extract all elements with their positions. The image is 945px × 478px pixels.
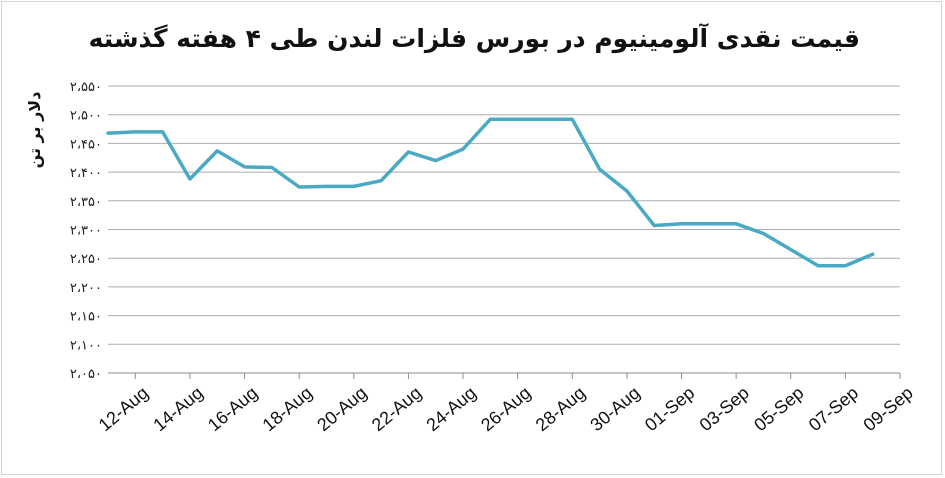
x-tick-label: 30-Aug bbox=[586, 383, 643, 436]
data-point bbox=[761, 232, 765, 236]
data-point bbox=[188, 177, 192, 181]
data-point bbox=[871, 252, 875, 256]
data-point bbox=[106, 131, 110, 135]
y-tick-label: ۲،۳۵۰ bbox=[70, 195, 102, 210]
x-tick-label: 03-Sep bbox=[696, 383, 753, 436]
x-tick-label: 28-Aug bbox=[532, 383, 589, 436]
data-point bbox=[270, 166, 274, 170]
y-tick-label: ۲،۲۰۰ bbox=[70, 281, 102, 296]
data-point bbox=[816, 264, 820, 268]
data-point bbox=[516, 117, 520, 121]
data-point bbox=[406, 150, 410, 154]
y-tick-label: ۲،۵۰۰ bbox=[70, 109, 102, 124]
x-tick-label: 09-Sep bbox=[859, 383, 916, 436]
data-point bbox=[625, 189, 629, 193]
y-tick-label: ۲،۵۵۰ bbox=[70, 80, 102, 95]
data-point bbox=[680, 222, 684, 226]
y-tick-label: ۲،۲۵۰ bbox=[70, 252, 102, 267]
data-point bbox=[379, 179, 383, 183]
data-point bbox=[434, 159, 438, 163]
data-point bbox=[570, 117, 574, 121]
data-point bbox=[461, 147, 465, 151]
data-point bbox=[789, 248, 793, 252]
data-point bbox=[598, 167, 602, 171]
data-point bbox=[652, 223, 656, 227]
x-tick-label: 05-Sep bbox=[750, 383, 807, 436]
x-tick-label: 22-Aug bbox=[368, 383, 425, 436]
y-tick-label: ۲،۴۵۰ bbox=[70, 137, 102, 152]
x-tick-label: 18-Aug bbox=[259, 383, 316, 436]
data-point bbox=[488, 117, 492, 121]
y-tick-label: ۲،۳۰۰ bbox=[70, 224, 102, 239]
series-line bbox=[106, 117, 875, 268]
x-axis-ticks: 12-Aug14-Aug16-Aug18-Aug20-Aug22-Aug24-A… bbox=[95, 373, 917, 435]
chart-title: قیمت نقدی آلومینیوم در بورس فلزات لندن ط… bbox=[88, 24, 860, 53]
x-tick-label: 24-Aug bbox=[423, 383, 480, 436]
data-point bbox=[215, 149, 219, 153]
x-tick-label: 14-Aug bbox=[149, 383, 206, 436]
data-point bbox=[352, 184, 356, 188]
data-point bbox=[543, 117, 547, 121]
y-tick-label: ۲،۰۵۰ bbox=[70, 367, 102, 382]
x-tick-label: 07-Sep bbox=[805, 383, 862, 436]
grid-lines bbox=[108, 85, 900, 345]
data-point bbox=[843, 264, 847, 268]
x-tick-label: 01-Sep bbox=[641, 383, 698, 436]
data-point bbox=[297, 185, 301, 189]
x-tick-label: 16-Aug bbox=[204, 383, 261, 436]
data-point bbox=[734, 222, 738, 226]
data-points bbox=[106, 117, 875, 268]
data-point bbox=[324, 184, 328, 188]
y-tick-label: ۲،۱۵۰ bbox=[70, 310, 102, 325]
x-tick-label: 20-Aug bbox=[313, 383, 370, 436]
data-point bbox=[707, 222, 711, 226]
y-tick-label: ۲،۴۰۰ bbox=[70, 166, 102, 181]
x-tick-label: 26-Aug bbox=[477, 383, 534, 436]
y-axis-ticks: ۲،۰۵۰ ۲،۱۰۰ ۲،۱۵۰ ۲،۲۰۰ ۲،۲۵۰ ۲،۳۰۰ ۲،۳۵۰ ۲،۴۰۰… bbox=[70, 80, 102, 382]
data-point bbox=[243, 165, 247, 169]
data-point bbox=[161, 130, 165, 134]
x-tick-label: 12-Aug bbox=[95, 383, 152, 436]
y-axis-label: دلار بر تن bbox=[25, 92, 44, 169]
data-point bbox=[133, 130, 137, 134]
y-tick-label: ۲،۱۰۰ bbox=[70, 338, 102, 353]
